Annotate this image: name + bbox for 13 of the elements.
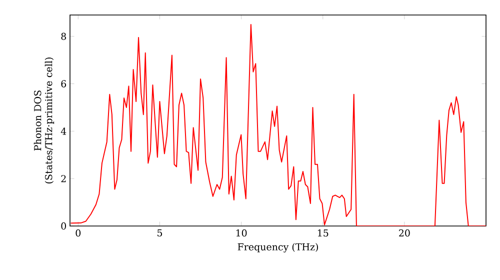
y-tick-label: 2: [61, 175, 66, 182]
y-tick-label: 4: [60, 128, 66, 135]
y-tick-label: 0: [61, 222, 66, 230]
x-tick-label: 0: [76, 229, 81, 237]
line-series: [70, 24, 486, 226]
x-axis-title: Frequency (THz): [238, 243, 318, 252]
y-tick-label: 8: [61, 32, 66, 40]
y-axis-title: Phonon DOS (States/THz·primitive cell): [34, 58, 54, 184]
y-tick-label: 6: [61, 80, 66, 88]
x-tick-label: 15: [318, 229, 328, 237]
x-tick-label: 10: [236, 229, 247, 237]
x-tick-label: 5: [158, 229, 162, 236]
x-tick-label: 20: [399, 229, 410, 237]
